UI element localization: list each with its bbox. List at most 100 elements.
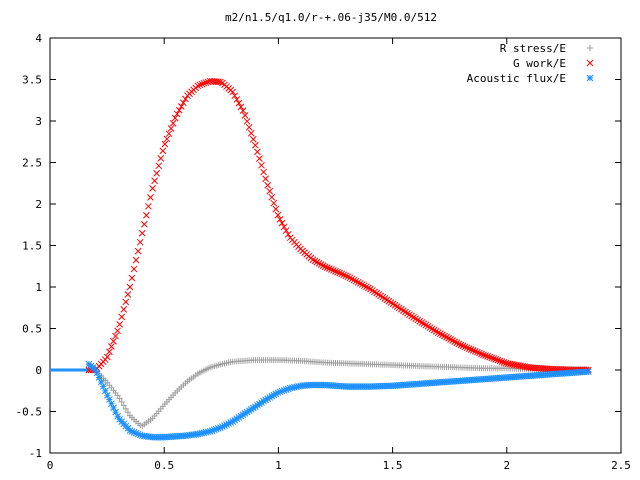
data-point — [315, 259, 323, 267]
legend-marker — [586, 74, 594, 82]
data-point — [362, 283, 370, 291]
data-point — [338, 270, 346, 278]
data-point — [256, 155, 263, 162]
y-tick-label: 1 — [35, 281, 42, 294]
y-tick-label: 1.5 — [22, 240, 42, 253]
data-point — [457, 341, 465, 349]
data-point — [266, 394, 274, 401]
data-point — [130, 265, 138, 273]
data-point — [360, 282, 368, 290]
data-point — [165, 130, 173, 138]
data-point — [258, 161, 265, 169]
data-point — [229, 88, 237, 96]
data-point — [239, 107, 247, 114]
data-point — [180, 99, 187, 107]
y-axis: -1 -0.5 0 0.5 1 1.5 2 2.5 3 3.5 4 — [16, 32, 621, 460]
chart-title: m2/n1.5/q1.0/r-+.06-j35/M0.0/512 — [225, 11, 437, 24]
data-point — [270, 199, 278, 207]
data-point — [175, 106, 183, 114]
data-point — [153, 169, 161, 177]
series-2 — [85, 360, 592, 441]
data-point — [134, 247, 142, 255]
data-point — [149, 185, 156, 192]
data-point — [235, 99, 243, 107]
data-point — [116, 320, 124, 328]
data-point — [488, 354, 496, 362]
data-point — [145, 202, 152, 210]
data-point — [317, 261, 325, 268]
data-point — [482, 352, 489, 359]
data-point — [249, 135, 257, 143]
data-point — [447, 336, 454, 343]
data-point — [106, 348, 113, 356]
data-point — [344, 273, 352, 281]
data-point — [122, 405, 129, 412]
x-tick-label: 1 — [275, 459, 282, 472]
legend-marker — [587, 45, 593, 51]
data-point — [126, 283, 134, 291]
data-point — [486, 353, 494, 361]
data-point — [311, 257, 319, 265]
data-point — [365, 284, 372, 292]
x-axis: 0 0.5 1 1.5 2 2.5 — [47, 38, 631, 472]
data-point — [352, 277, 360, 285]
data-point — [282, 227, 290, 234]
series-0 — [85, 357, 592, 429]
data-point — [436, 330, 444, 338]
legend-marker — [586, 59, 594, 67]
data-point — [451, 338, 459, 345]
legend: R stress/E G work/E Acoustic flux/E — [467, 42, 594, 85]
data-point — [439, 331, 446, 339]
data-point — [319, 262, 327, 270]
data-point — [116, 395, 123, 402]
data-point — [496, 357, 504, 365]
data-point — [194, 82, 202, 90]
y-tick-label: 3.5 — [22, 74, 42, 87]
data-point — [171, 114, 179, 122]
data-point — [443, 333, 450, 341]
data-point — [120, 306, 128, 313]
data-point — [103, 353, 111, 361]
data-point — [354, 278, 362, 286]
data-point — [478, 350, 485, 358]
data-point — [461, 343, 469, 351]
data-point — [233, 96, 241, 103]
data-point — [445, 334, 452, 342]
data-point — [325, 265, 333, 272]
data-point — [182, 95, 189, 103]
data-point — [118, 398, 125, 405]
plot-frame — [49, 37, 622, 454]
data-point — [138, 229, 146, 237]
data-point — [147, 194, 154, 201]
data-point — [245, 123, 253, 131]
y-tick-label: 0 — [35, 364, 42, 377]
data-point — [221, 422, 228, 429]
data-point — [498, 358, 506, 365]
data-point — [476, 349, 483, 357]
data-point — [241, 112, 249, 119]
data-point — [136, 238, 144, 246]
data-point — [262, 175, 269, 183]
data-point — [122, 298, 130, 306]
x-tick-label: 2.5 — [611, 459, 631, 472]
data-point — [340, 271, 348, 279]
data-point — [336, 269, 343, 277]
data-point — [177, 103, 185, 110]
data-point — [120, 402, 127, 409]
data-point — [108, 343, 115, 350]
data-point — [114, 392, 121, 399]
data-point — [584, 368, 592, 376]
data-point — [356, 280, 364, 287]
x-tick-label: 0 — [47, 459, 54, 472]
data-point — [463, 344, 471, 352]
data-point — [441, 332, 448, 340]
x-tick-label: 0.5 — [154, 459, 174, 472]
data-point — [492, 356, 500, 363]
data-point — [128, 274, 136, 282]
data-point — [266, 187, 274, 195]
y-tick-label: 2 — [35, 198, 42, 211]
data-point — [276, 216, 284, 223]
data-point — [155, 162, 163, 170]
series-layer — [50, 77, 592, 441]
data-point — [217, 78, 224, 86]
